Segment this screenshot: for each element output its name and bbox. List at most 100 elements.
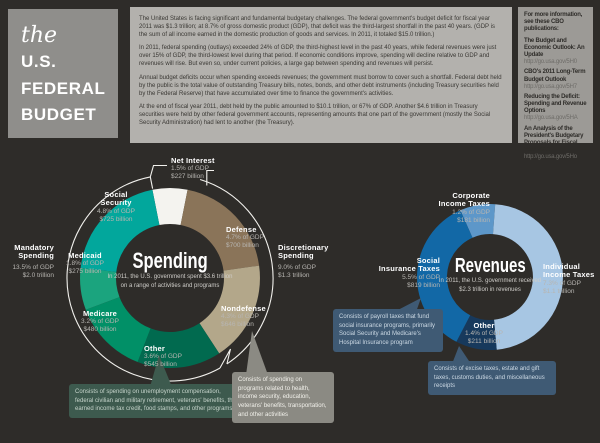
slice-pct: 1.2% of GDP <box>452 208 490 216</box>
group-amount: $2.0 trillion <box>22 271 54 279</box>
title-line-federal: FEDERAL <box>21 78 106 98</box>
spending-label-other: Other 3.6% of GDP $545 billion <box>144 344 182 369</box>
revenues-label-other: Other 1.4% of GDP $211 billion <box>444 321 524 346</box>
publication-link[interactable]: http://go.usa.gov/5H0 <box>524 59 577 66</box>
net-interest-right-elbow <box>206 169 214 186</box>
net-interest-left-elbow <box>149 164 167 178</box>
spending-title: Spending <box>132 248 208 273</box>
intro-text-panel: The United States is facing significant … <box>130 7 512 143</box>
slice-name: Nondefense <box>221 304 266 313</box>
intro-paragraph-3: Annual budget deficits occur when spendi… <box>139 74 502 97</box>
revenues-label-corporate-income-taxes: Corporate Income Taxes 1.2% of GDP $181 … <box>418 191 490 225</box>
slice-pct: 4.8% of GDP <box>97 207 135 215</box>
slice-name-2: Income Taxes <box>438 199 490 209</box>
slice-amount: $227 billion <box>171 173 204 181</box>
revenues-title: Revenues <box>454 255 526 277</box>
publication-title: The Budget and Economic Outlook: An Upda… <box>524 37 585 58</box>
slice-name: Individual <box>543 262 581 271</box>
revenues-subtitle-line2: $2.3 trillion in revenues <box>459 287 521 293</box>
slice-pct: 7.3% of GDP <box>543 279 581 287</box>
slice-amount: $700 billion <box>226 242 259 250</box>
slice-individual-income-taxes <box>493 204 563 350</box>
publication-link[interactable]: http://go.usa.gov/5HA <box>524 115 578 122</box>
title-script-word: the <box>21 23 58 48</box>
slice-name: Corporate <box>452 191 490 200</box>
spending-label-medicare: Medicare 3.2% of GDP $480 billion <box>55 309 145 334</box>
slice-medicare <box>85 297 151 362</box>
slice-amount: $819 billion <box>407 281 440 289</box>
slice-name: Medicaid <box>68 251 102 260</box>
spending-label-net-interest: Net Interest 1.5% of GDP $227 billion <box>171 156 215 181</box>
revenues-label-social-insurance-taxes: Social Insurance Taxes 5.5% of GDP $819 … <box>358 256 440 290</box>
bracket-notch <box>219 348 232 369</box>
slice-pct: 5.5% of GDP <box>402 273 440 281</box>
publication-item: Reducing the Deficit: Spending and Reven… <box>524 94 587 123</box>
slice-name-2: Income Taxes <box>543 270 595 280</box>
slice-name-2: Security <box>100 198 132 208</box>
publication-item: The Budget and Economic Outlook: An Upda… <box>524 38 587 67</box>
slice-name: Other <box>473 321 495 330</box>
spending-label-medicaid: Medicaid 1.8% of GDP $275 billion <box>46 251 124 276</box>
revenues-subtitle-line1: In 2011, the U.S. government received <box>438 278 542 284</box>
mandatory-arc-tick <box>149 176 154 189</box>
intro-paragraph-4: At the end of fiscal year 2011, debt hel… <box>139 103 491 127</box>
group-name: Mandatory <box>14 243 54 252</box>
revenues-center: Revenues In 2011, the U.S. government re… <box>420 255 560 295</box>
group-pct: 13.5% of GDP <box>12 263 54 271</box>
slice-amount: $275 billion <box>68 268 102 276</box>
slice-name: Defense <box>226 225 257 234</box>
publication-item: CBO's 2011 Long-Term Budget Outlook http… <box>524 69 587 91</box>
slice-name: Social <box>104 190 128 199</box>
slice-pct: 4.7% of GDP <box>226 234 264 242</box>
title-line-budget: BUDGET <box>21 105 97 125</box>
spending-label-social-security: Social Security 4.8% of GDP $725 billion <box>77 190 155 224</box>
slice-name-2: Insurance Taxes <box>378 264 440 274</box>
slice-name: Social <box>416 256 440 265</box>
slice-name: Medicare <box>82 309 118 318</box>
slice-amount: $211 billion <box>467 338 501 346</box>
slice-pct: 3.2% of GDP <box>81 318 119 326</box>
spending-subtitle-line2: on a range of activities and programs <box>120 283 220 290</box>
group-name-2: Spending <box>18 251 54 261</box>
slice-pct: 1.4% of GDP <box>465 330 503 338</box>
publication-link[interactable]: http://go.usa.gov/5H7 <box>524 83 577 90</box>
slice-medicaid <box>80 268 120 310</box>
group-amount: $1.3 trillion <box>278 271 310 279</box>
slice-corporate-income-taxes <box>460 204 496 238</box>
slice-social-insurance-taxes <box>416 210 473 342</box>
slice-pct: 1.5% of GDP <box>171 165 209 173</box>
slice-defense <box>180 189 260 271</box>
social-insurance-callout: Consists of payroll taxes that fund soci… <box>333 309 443 352</box>
slice-pct: 1.8% of GDP <box>66 260 104 268</box>
spending-subtitle-line1: In 2011, the U.S. government spent $3.6 … <box>107 274 233 281</box>
spending-donut <box>80 187 260 369</box>
social-insurance-callout-pointer <box>394 298 421 312</box>
group-name-2: Spending <box>278 251 314 261</box>
slice-name: Net Interest <box>171 156 215 165</box>
slice-other <box>456 315 497 351</box>
other-revenues-callout-pointer <box>452 346 471 364</box>
spending-label-defense: Defense 4.7% of GDP $700 billion <box>226 225 264 250</box>
publication-title: Reducing the Deficit: Spending and Reven… <box>524 93 587 115</box>
title-block: the U.S. FEDERAL BUDGET <box>8 9 118 138</box>
slice-name: Other <box>144 344 166 353</box>
other-spending-callout-pointer <box>150 355 172 387</box>
revenues-label-individual-income-taxes: Individual Income Taxes 7.3% of GDP $1.1… <box>543 262 595 296</box>
group-name: Discretionary <box>278 243 329 252</box>
publication-link[interactable]: http://go.usa.gov/5Ho <box>524 154 577 161</box>
publications-sidebar: For more information, see these CBO publ… <box>518 7 593 160</box>
nondefense-callout: Consists of spending on programs related… <box>232 372 334 424</box>
slice-amount: $725 billion <box>99 215 133 223</box>
slice-amount: $480 billion <box>83 326 117 334</box>
nondefense-callout-pointer <box>246 331 268 375</box>
slice-net-interest <box>152 187 188 225</box>
slice-pct: 3.6% of GDP <box>144 353 182 361</box>
slice-nondefense <box>199 265 260 354</box>
group-pct: 9.0% of GDP <box>278 263 316 271</box>
spending-center: Spending In 2011, the U.S. government sp… <box>105 248 235 291</box>
intro-paragraph-1: The United States is facing significant … <box>139 16 495 39</box>
mandatory-spending-label: Mandatory Spending 13.5% of GDP $2.0 tri… <box>2 243 54 280</box>
slice-amount: $1.1 trillion <box>543 287 575 295</box>
